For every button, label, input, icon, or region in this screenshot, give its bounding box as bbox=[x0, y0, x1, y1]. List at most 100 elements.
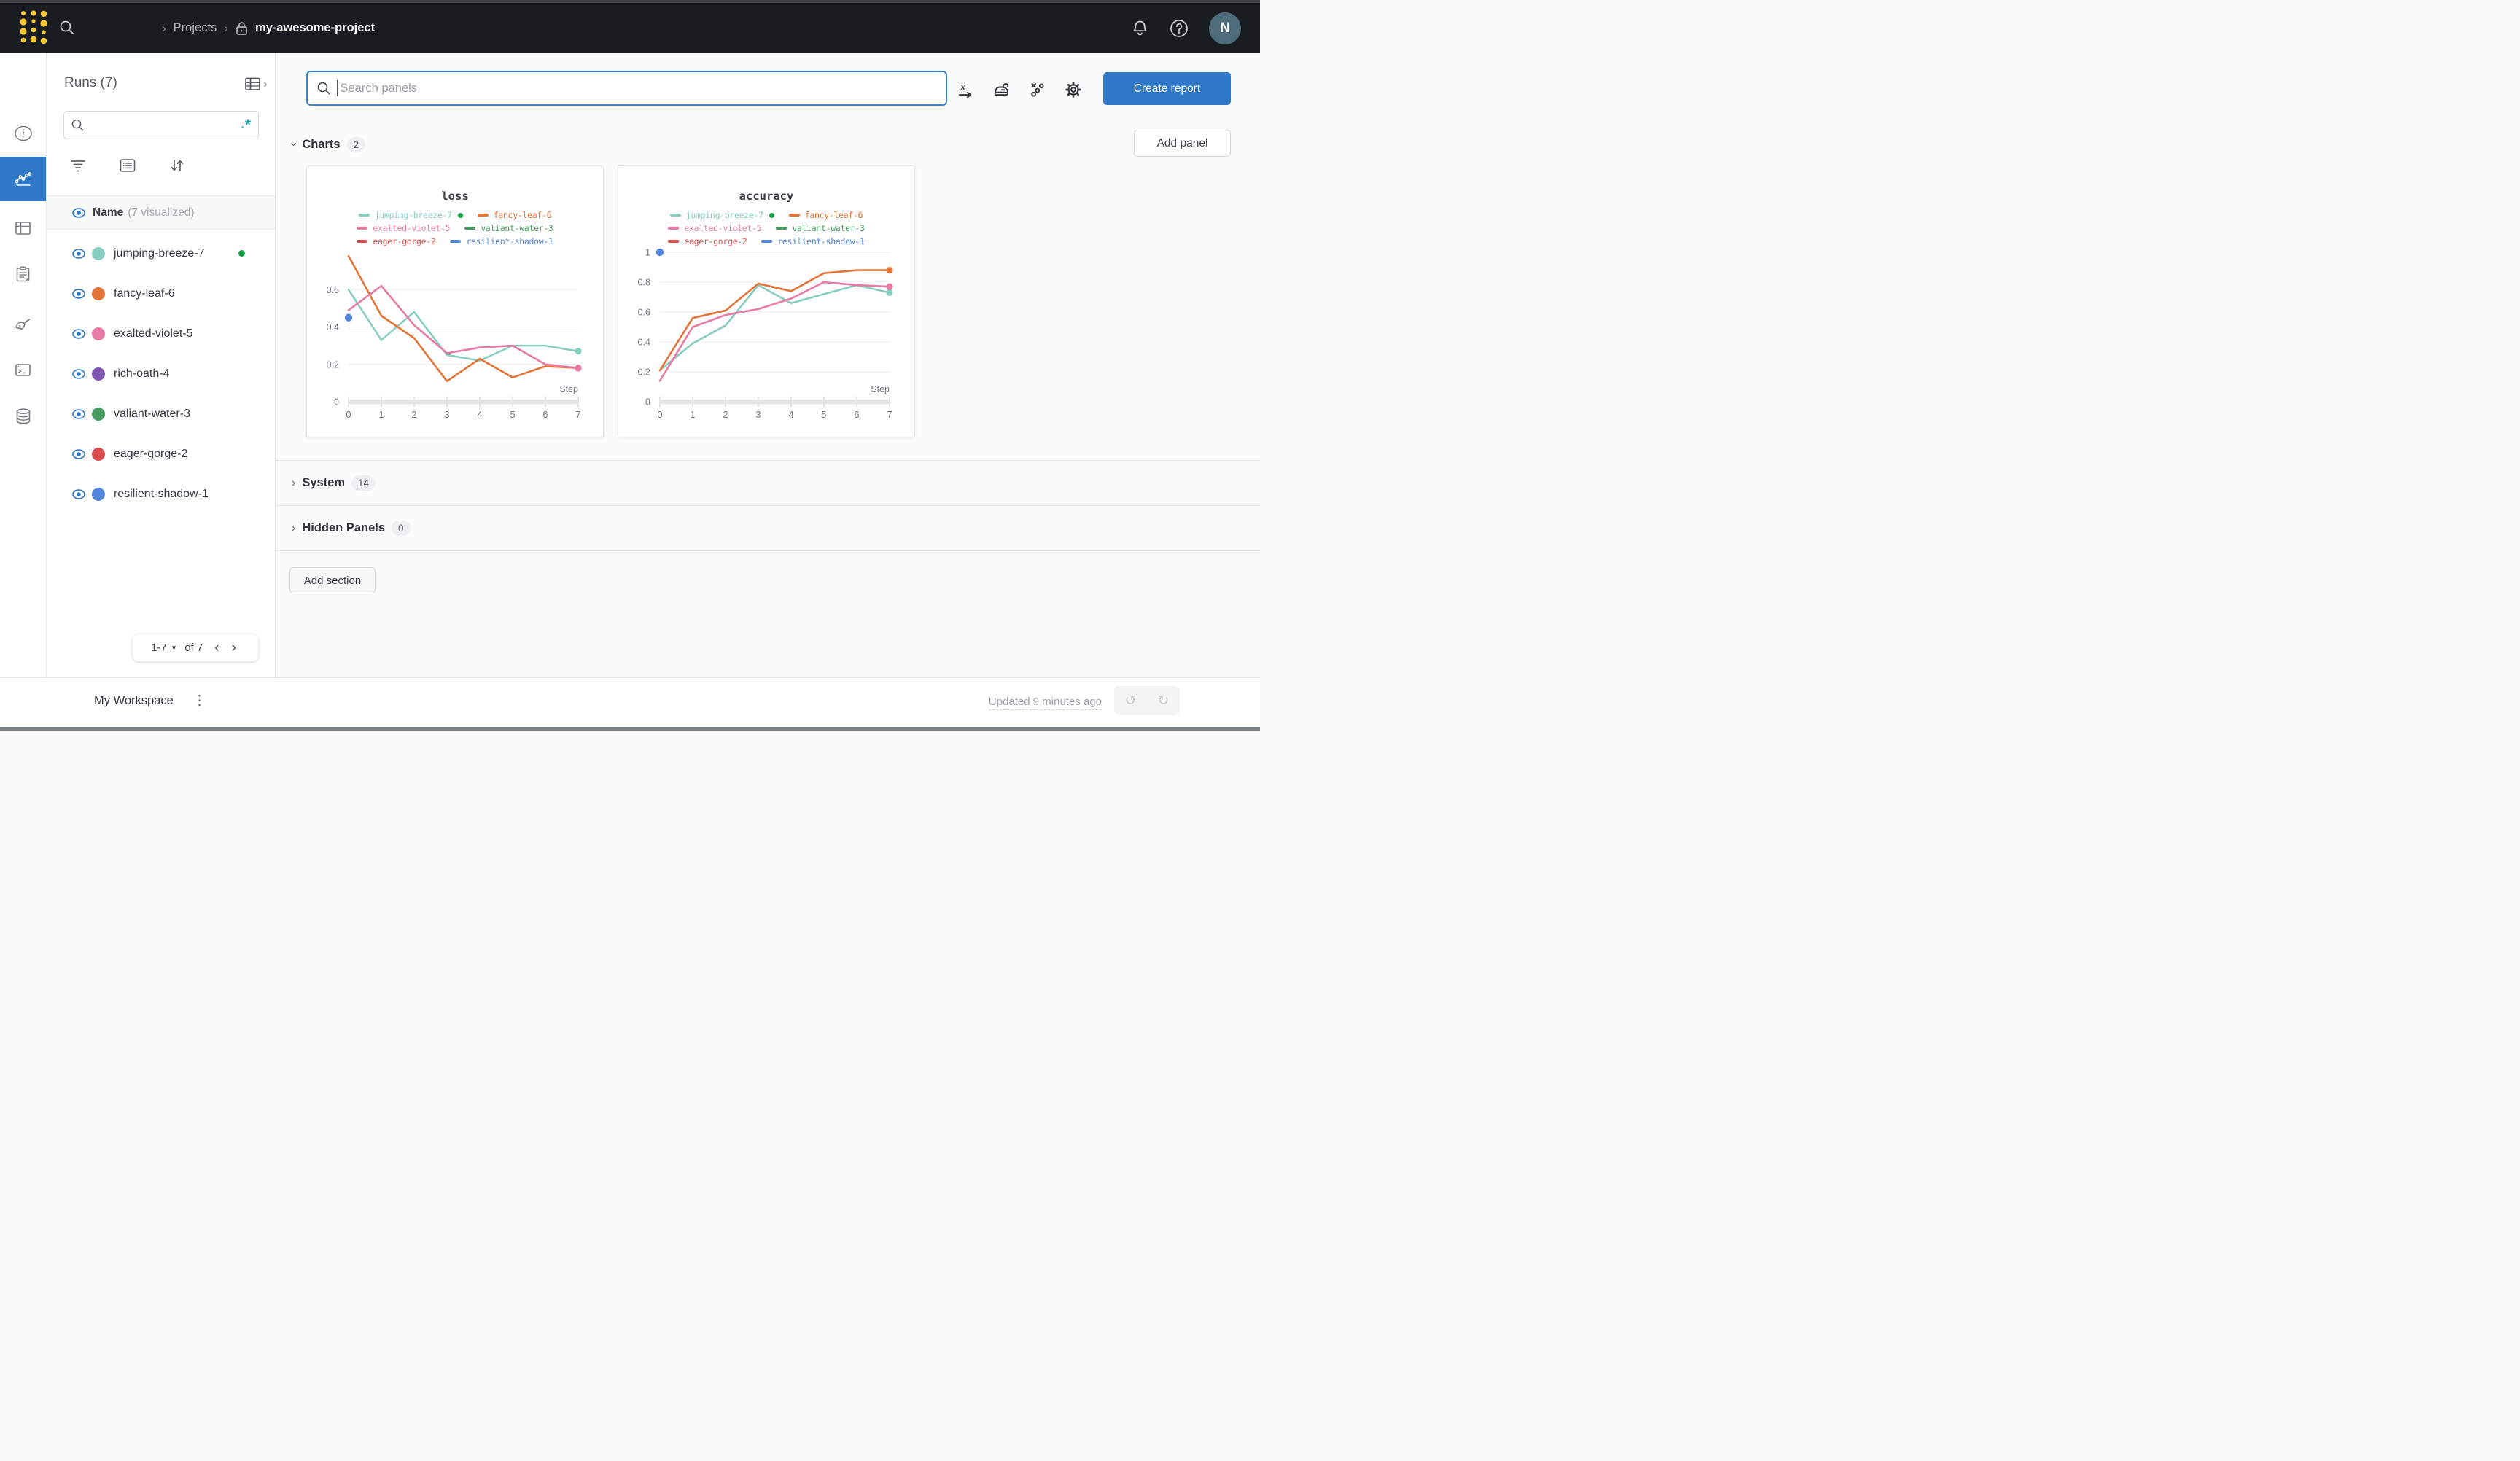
run-row[interactable]: exalted-violet-5 bbox=[47, 313, 275, 354]
window-top-edge bbox=[0, 0, 1260, 3]
legend-item[interactable]: exalted-violet-5 bbox=[357, 223, 451, 233]
legend-item[interactable]: resilient-shadow-1 bbox=[450, 236, 553, 246]
filter-funnel-button[interactable] bbox=[66, 153, 90, 178]
wandb-dots-icon bbox=[20, 10, 47, 44]
rail-item-overview[interactable]: i bbox=[0, 113, 46, 154]
runs-search-input[interactable] bbox=[90, 118, 241, 132]
pagination-prev-button[interactable]: ‹ bbox=[214, 640, 219, 655]
run-row[interactable]: valiant-water-3 bbox=[47, 394, 275, 434]
workspace-settings-button[interactable] bbox=[1062, 78, 1085, 101]
run-name[interactable]: exalted-violet-5 bbox=[114, 327, 193, 340]
undo-button[interactable]: ↺ bbox=[1124, 693, 1137, 709]
legend-item[interactable]: eager-gorge-2 bbox=[357, 236, 436, 246]
run-visibility-eye-icon[interactable] bbox=[72, 368, 85, 379]
panel-search-box[interactable] bbox=[306, 71, 947, 106]
panel-search-input[interactable] bbox=[338, 80, 937, 96]
breadcrumb-projects-link[interactable]: Projects bbox=[173, 21, 217, 34]
legend-item[interactable]: valiant-water-3 bbox=[464, 223, 553, 233]
legend-item[interactable]: exalted-violet-5 bbox=[668, 223, 762, 233]
rail-item-logs-terminal[interactable] bbox=[0, 349, 46, 390]
broom-icon bbox=[15, 319, 30, 330]
terminal-icon bbox=[15, 363, 31, 376]
wandb-logo[interactable] bbox=[19, 9, 48, 44]
svg-text:0.4: 0.4 bbox=[638, 338, 650, 348]
breadcrumb-project-name[interactable]: my-awesome-project bbox=[254, 21, 376, 34]
chart-title: accuracy bbox=[739, 190, 794, 203]
hidden-panels-section-header[interactable]: › Hidden Panels 0 bbox=[276, 506, 1260, 551]
info-icon: i bbox=[14, 125, 32, 141]
charts-section-header[interactable]: › Charts 2 bbox=[288, 132, 366, 157]
table-icon bbox=[15, 221, 31, 235]
smoothing-settings-button[interactable] bbox=[990, 78, 1014, 101]
legend-item[interactable]: resilient-shadow-1 bbox=[761, 236, 865, 246]
runs-pagination: 1-7 ▾ of 7 ‹ › bbox=[133, 634, 258, 661]
chart-panel-accuracy[interactable]: accuracy jumping-breeze-7 fancy-leaf-6 exal… bbox=[618, 165, 915, 437]
svg-text:0: 0 bbox=[658, 410, 663, 420]
search-icon bbox=[60, 20, 74, 34]
run-row[interactable]: jumping-breeze-7 bbox=[47, 233, 275, 273]
run-row[interactable]: fancy-leaf-6 bbox=[47, 273, 275, 313]
chart-panel-loss[interactable]: loss jumping-breeze-7 fancy-leaf-6 exalted-… bbox=[306, 165, 604, 437]
run-visibility-eye-icon[interactable] bbox=[72, 328, 85, 339]
database-icon bbox=[16, 408, 30, 424]
run-name[interactable]: rich-oath-4 bbox=[114, 367, 170, 380]
runs-search-box[interactable]: .* bbox=[63, 111, 259, 139]
legend-item[interactable]: jumping-breeze-7 bbox=[669, 210, 774, 220]
run-name[interactable]: eager-gorge-2 bbox=[114, 447, 188, 460]
legend-item[interactable]: valiant-water-3 bbox=[776, 223, 865, 233]
legend-color-dash bbox=[450, 239, 462, 244]
run-row[interactable]: rich-oath-4 bbox=[47, 354, 275, 394]
legend-item[interactable]: eager-gorge-2 bbox=[668, 236, 747, 246]
pagination-next-button[interactable]: › bbox=[231, 640, 236, 655]
runs-name-header[interactable]: Name (7 visualized) bbox=[47, 195, 275, 230]
notifications-bell-button[interactable] bbox=[1131, 19, 1149, 38]
create-report-button[interactable]: Create report bbox=[1103, 72, 1231, 105]
run-name[interactable]: valiant-water-3 bbox=[114, 407, 190, 420]
svg-text:0: 0 bbox=[346, 410, 351, 420]
sort-button[interactable] bbox=[165, 153, 190, 178]
run-name[interactable]: resilient-shadow-1 bbox=[114, 487, 209, 500]
visibility-all-eye-icon[interactable] bbox=[72, 207, 85, 218]
svg-text:0: 0 bbox=[645, 397, 650, 408]
text-caret bbox=[337, 80, 338, 96]
remove-outliers-button[interactable] bbox=[1026, 78, 1049, 101]
caret-down-icon[interactable]: ▾ bbox=[171, 644, 176, 652]
run-visibility-eye-icon[interactable] bbox=[72, 408, 85, 419]
redo-button[interactable]: ↻ bbox=[1157, 693, 1170, 709]
run-visibility-eye-icon[interactable] bbox=[72, 288, 85, 299]
run-row[interactable]: eager-gorge-2 bbox=[47, 434, 275, 474]
help-button[interactable] bbox=[1170, 19, 1189, 38]
group-list-button[interactable] bbox=[115, 153, 140, 178]
chart-plot[interactable]: 0 0.2 0.4 0.6 0 1 2 3 4 5 6 7 Step bbox=[307, 248, 603, 430]
add-section-button[interactable]: Add section bbox=[289, 567, 376, 593]
legend-item[interactable]: fancy-leaf-6 bbox=[477, 210, 552, 220]
system-section-header[interactable]: › System 14 bbox=[276, 460, 1260, 506]
x-axis-settings-button[interactable]: x bbox=[954, 78, 978, 101]
rail-item-runs-table[interactable] bbox=[0, 208, 46, 249]
svg-text:0.4: 0.4 bbox=[327, 322, 339, 332]
legend-item[interactable]: jumping-breeze-7 bbox=[358, 210, 463, 220]
updated-timestamp[interactable]: Updated 9 minutes ago bbox=[988, 696, 1102, 710]
expand-runs-table-button[interactable]: › bbox=[244, 75, 267, 93]
pagination-range[interactable]: 1-7 bbox=[151, 642, 167, 654]
user-avatar[interactable]: N bbox=[1209, 12, 1241, 44]
svg-text:4: 4 bbox=[789, 410, 794, 420]
rail-item-artifacts[interactable] bbox=[0, 396, 46, 437]
run-name[interactable]: fancy-leaf-6 bbox=[114, 287, 175, 300]
legend-item[interactable]: fancy-leaf-6 bbox=[788, 210, 863, 220]
run-visibility-eye-icon[interactable] bbox=[72, 248, 85, 259]
rail-item-reports[interactable] bbox=[0, 254, 46, 295]
add-panel-button[interactable]: Add panel bbox=[1134, 130, 1231, 157]
run-row[interactable]: resilient-shadow-1 bbox=[47, 474, 275, 514]
run-color-dot bbox=[92, 447, 105, 461]
run-name[interactable]: jumping-breeze-7 bbox=[114, 246, 205, 260]
chart-plot[interactable]: 0 0.2 0.4 0.6 0.8 1 0 1 2 3 4 5 6 7 Step bbox=[618, 248, 914, 430]
workspace-menu-kebab-icon[interactable]: ⋮ bbox=[192, 693, 206, 709]
regex-toggle-icon[interactable]: .* bbox=[241, 117, 252, 133]
nav-search-button[interactable] bbox=[58, 19, 76, 36]
rail-item-workspace-charts[interactable] bbox=[0, 157, 46, 201]
run-visibility-eye-icon[interactable] bbox=[72, 448, 85, 459]
legend-color-dash bbox=[464, 226, 476, 230]
rail-item-sweeps[interactable] bbox=[0, 303, 46, 344]
run-visibility-eye-icon[interactable] bbox=[72, 488, 85, 499]
